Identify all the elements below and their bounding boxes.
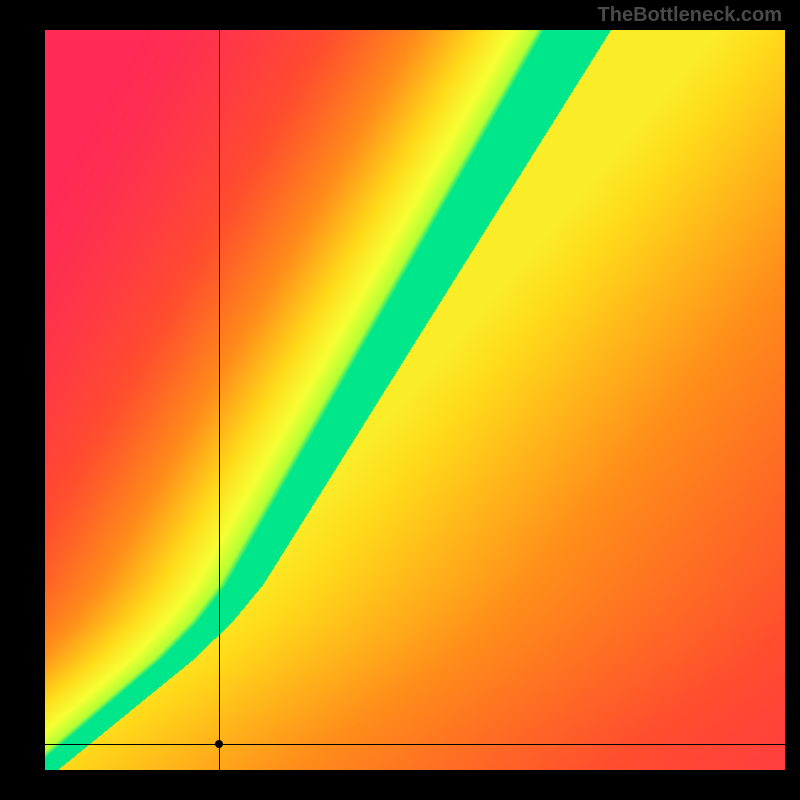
crosshair-vertical — [219, 30, 220, 770]
heatmap-plot — [45, 30, 785, 770]
heatmap-canvas — [45, 30, 785, 770]
crosshair-horizontal — [45, 744, 785, 745]
watermark-text: TheBottleneck.com — [598, 4, 782, 27]
crosshair-marker — [215, 740, 223, 748]
